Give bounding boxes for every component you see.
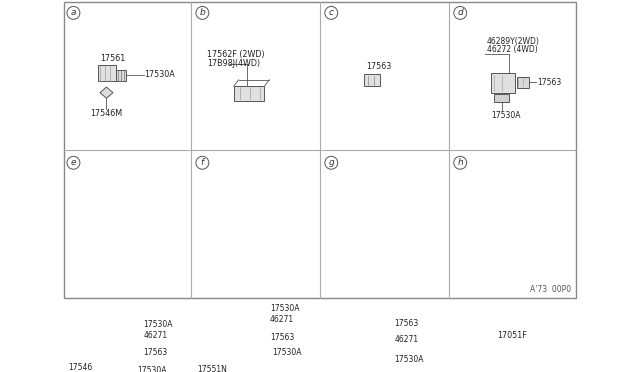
Text: h: h (458, 158, 463, 167)
Text: g: g (328, 158, 334, 167)
Bar (234, 86, 264, 101)
Bar (245, 303, 252, 311)
Text: c: c (329, 9, 334, 17)
Text: 17561: 17561 (100, 54, 125, 63)
Text: e: e (70, 158, 76, 167)
Text: 17563: 17563 (394, 320, 419, 328)
Text: 17530A: 17530A (270, 304, 300, 313)
Text: a: a (70, 9, 76, 17)
Text: 17530A: 17530A (137, 366, 166, 372)
Bar (499, 358, 510, 366)
Text: 17551N: 17551N (198, 365, 227, 372)
Text: 17530A: 17530A (273, 347, 302, 357)
Bar (516, 77, 529, 88)
Text: 46271: 46271 (394, 335, 419, 344)
Text: 17530A: 17530A (143, 320, 173, 329)
Bar (491, 73, 515, 93)
Text: 46289Y(2WD): 46289Y(2WD) (487, 38, 540, 46)
Bar (238, 330, 259, 345)
Text: 46271: 46271 (270, 315, 294, 324)
Bar (88, 357, 109, 372)
Text: 17530A: 17530A (394, 355, 424, 364)
Text: 17546M: 17546M (90, 109, 122, 118)
Text: d: d (458, 9, 463, 17)
Bar (494, 94, 509, 102)
Text: 17051F: 17051F (497, 331, 527, 340)
Bar (99, 65, 116, 81)
Bar (369, 334, 376, 345)
Text: 17546: 17546 (68, 363, 93, 372)
Text: 17530A: 17530A (145, 70, 175, 80)
Text: 17562F (2WD): 17562F (2WD) (207, 50, 265, 59)
Bar (115, 321, 121, 329)
Text: A'73  00P0: A'73 00P0 (531, 285, 572, 294)
Bar (109, 330, 127, 341)
Bar (116, 70, 126, 81)
Text: 17B98J(4WD): 17B98J(4WD) (207, 59, 260, 68)
Text: 46272 (4WD): 46272 (4WD) (487, 45, 538, 54)
Bar (239, 314, 257, 326)
Text: f: f (201, 158, 204, 167)
Text: 17563: 17563 (143, 347, 168, 357)
Bar (253, 348, 260, 356)
Text: 17563: 17563 (537, 78, 561, 87)
Text: b: b (200, 9, 205, 17)
Circle shape (501, 366, 508, 372)
Bar (495, 343, 513, 358)
FancyBboxPatch shape (64, 1, 576, 298)
Bar (115, 363, 121, 371)
Text: 17530A: 17530A (491, 111, 520, 120)
Text: 17563: 17563 (366, 62, 391, 71)
Polygon shape (100, 87, 113, 98)
Text: 17563: 17563 (270, 333, 294, 342)
Text: 46271: 46271 (143, 331, 168, 340)
Bar (109, 346, 127, 358)
Bar (233, 358, 262, 366)
Bar (372, 317, 383, 330)
Circle shape (362, 356, 369, 363)
Bar (364, 74, 380, 86)
